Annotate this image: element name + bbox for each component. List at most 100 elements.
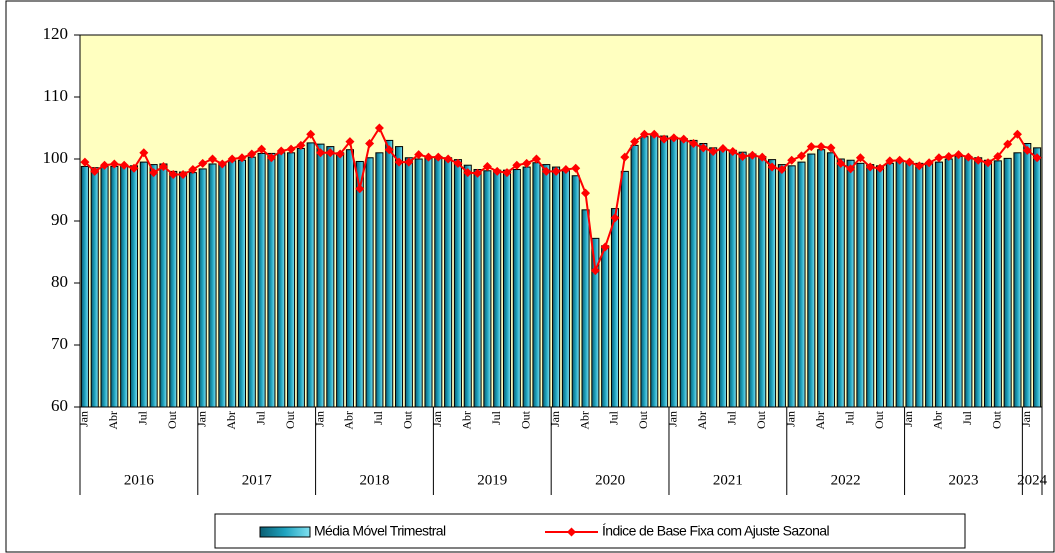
line-marker	[149, 168, 159, 178]
x-tick-label: Out	[518, 410, 532, 429]
bar	[728, 149, 737, 408]
line-marker	[963, 152, 973, 162]
bar	[552, 166, 561, 408]
bar	[915, 162, 924, 408]
bar	[326, 146, 335, 408]
bar	[149, 164, 158, 408]
bar	[365, 157, 374, 408]
line-marker	[453, 158, 463, 168]
bar	[895, 160, 904, 408]
bar	[90, 167, 99, 408]
line-marker	[433, 152, 443, 162]
x-tick-label: Out	[990, 410, 1004, 429]
line-marker	[188, 165, 198, 175]
x-tick-label: Jul	[489, 410, 503, 425]
x-tick-label: Abr	[342, 411, 356, 430]
line-marker	[944, 152, 954, 162]
x-tick-label: Jul	[136, 410, 150, 425]
line-marker	[787, 155, 797, 165]
line-marker	[423, 152, 433, 162]
line-marker	[1012, 129, 1022, 139]
bar	[640, 136, 649, 408]
bar	[777, 164, 786, 408]
line-marker	[895, 155, 905, 165]
x-tick-label: Abr	[106, 411, 120, 430]
x-tick-label: Jan	[548, 411, 562, 427]
bar	[620, 170, 629, 408]
bar	[129, 165, 139, 408]
line-marker	[639, 129, 649, 139]
bar	[630, 144, 639, 408]
y-tick-label: 80	[51, 272, 68, 291]
line-marker	[247, 149, 257, 159]
bar	[404, 157, 413, 408]
line-marker	[767, 162, 777, 172]
line-marker	[1003, 139, 1013, 149]
line-marker	[571, 163, 581, 173]
bar	[846, 159, 855, 408]
x-tick-label: Jul	[842, 410, 856, 425]
bar	[424, 157, 433, 408]
line-marker	[414, 150, 424, 160]
line-marker	[934, 153, 944, 163]
line-marker	[443, 154, 453, 164]
bar	[817, 149, 826, 408]
y-tick-label: 120	[43, 24, 69, 43]
line-marker	[502, 168, 512, 178]
legend-swatch-bar	[259, 526, 311, 538]
x-tick-label: Jan	[901, 411, 915, 427]
line-marker	[374, 123, 384, 133]
line-marker	[600, 242, 610, 252]
legend-label: Média Móvel Trimestral	[314, 523, 446, 539]
x-tick-label: Abr	[813, 411, 827, 430]
bar	[1033, 147, 1042, 408]
line-marker	[875, 163, 885, 173]
x-tick-label: Jan	[312, 411, 326, 427]
line-marker	[266, 153, 276, 163]
bar	[316, 143, 325, 408]
y-tick-label: 110	[43, 86, 68, 105]
bar	[522, 166, 531, 408]
line-marker	[914, 161, 924, 171]
x-tick-label: Abr	[577, 411, 591, 430]
bar	[1013, 152, 1022, 408]
bar	[768, 159, 777, 408]
x-tick-label: Jan	[666, 411, 680, 427]
bar	[561, 170, 570, 408]
line-marker	[954, 150, 964, 160]
x-tick-label: Out	[283, 410, 297, 429]
line-marker	[276, 146, 286, 156]
bar	[257, 152, 266, 408]
y-tick-label: 60	[51, 396, 68, 415]
bar	[483, 170, 492, 408]
line-marker	[983, 158, 993, 168]
year-label: 2022	[831, 472, 861, 488]
line-marker	[355, 184, 365, 194]
bar	[679, 138, 688, 408]
line-marker	[1022, 145, 1032, 155]
line-marker	[669, 133, 679, 143]
line-marker	[865, 162, 875, 172]
line-marker	[581, 188, 591, 198]
bar	[866, 164, 875, 408]
x-tick-label: Abr	[224, 411, 238, 430]
bar	[296, 147, 305, 408]
line-marker	[747, 150, 757, 160]
x-tick-label: Jul	[371, 410, 385, 425]
bar	[974, 157, 983, 408]
line-marker	[797, 151, 806, 161]
bar	[463, 164, 472, 408]
line-marker	[836, 158, 846, 168]
bar	[709, 147, 718, 408]
line-marker	[296, 140, 306, 150]
line-marker	[826, 143, 836, 153]
bar	[787, 165, 796, 408]
bar	[453, 159, 462, 408]
bar	[110, 165, 119, 408]
bar	[660, 135, 669, 408]
bar	[797, 161, 806, 408]
bar	[355, 160, 364, 408]
year-label: 2024	[1017, 472, 1048, 488]
line-marker	[286, 144, 296, 154]
bar	[120, 164, 129, 408]
